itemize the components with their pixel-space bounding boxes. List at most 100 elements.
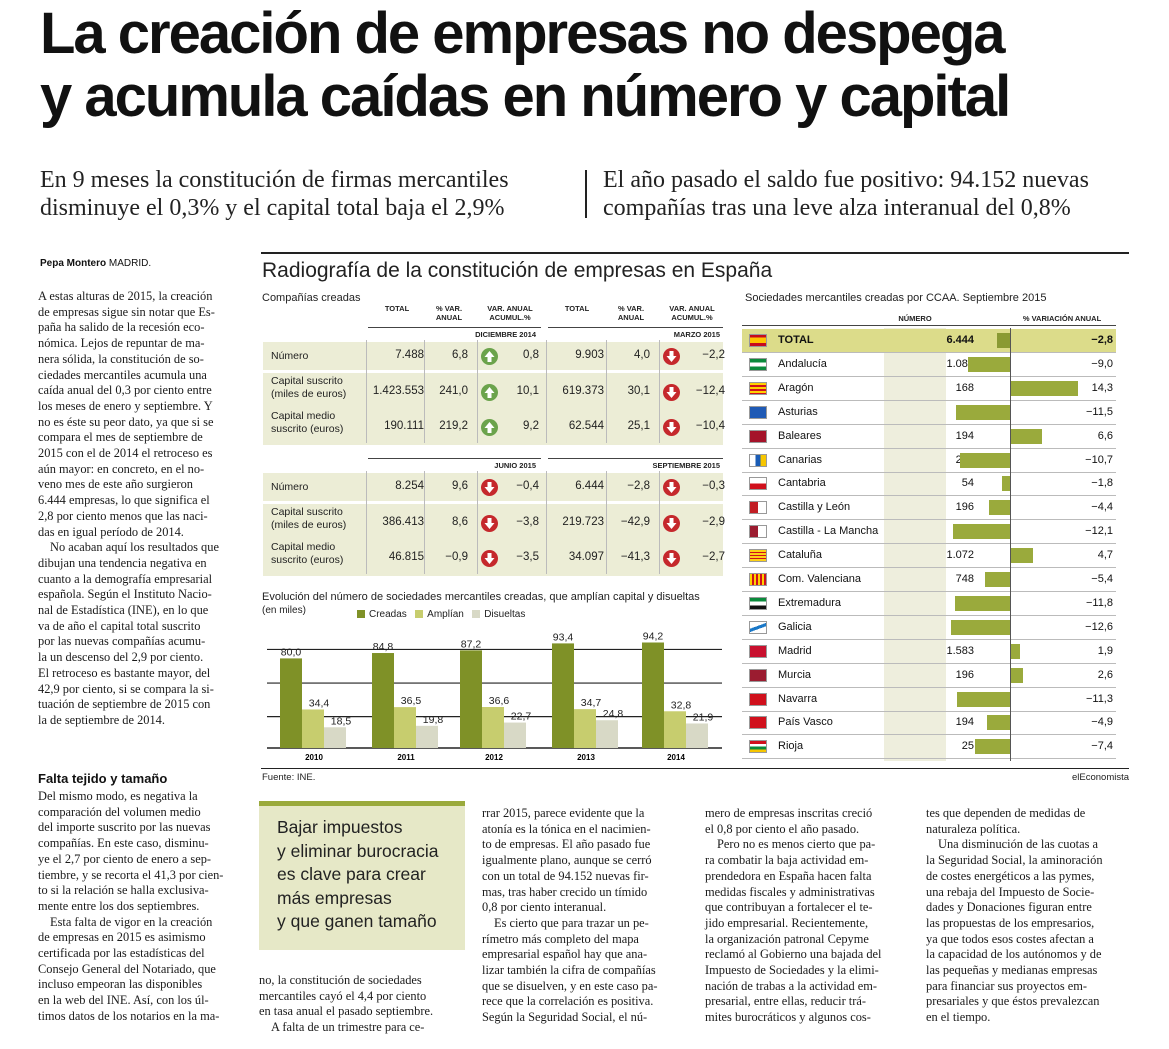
ccaa-pct: −7,4 [1091, 740, 1113, 753]
ccaa-row-separator [742, 399, 1116, 401]
ccaa-bar [967, 356, 1010, 372]
ccaa-row-separator [742, 375, 1116, 377]
row-label: Capital suscrito (miles de euros) [271, 506, 347, 531]
ccaa-number: 168 [955, 381, 974, 394]
article-line: das en igual período de 2014. [38, 524, 184, 539]
flag-icon [749, 453, 767, 467]
table-column-header: VAR. ANUAL ACUMUL.% [487, 304, 533, 322]
article-line: mas, tras haber crecido un tímido [482, 884, 648, 899]
ccaa-name: Aragón [778, 381, 814, 394]
article-line: Según la Seguridad Social, el nú- [482, 1010, 648, 1025]
ccaa-name: País Vasco [778, 716, 833, 729]
legend-label: Amplían [427, 609, 464, 620]
ccaa-bar [984, 572, 1010, 587]
table-header-rule [548, 327, 723, 328]
legend-label: Disueltas [484, 609, 526, 620]
article-line: timos datos de los notarios en la ma- [38, 1008, 220, 1023]
x-tick-label: 2013 [577, 753, 595, 762]
bar-value-label: 21,9 [693, 711, 714, 723]
article-line: cuanto a la demografía empresarial [38, 571, 213, 586]
table-vertical-rule [606, 340, 607, 443]
ccaa-bar [953, 524, 1010, 540]
ccaa-name: Andalucía [778, 357, 827, 370]
legend-swatch-creadas [357, 610, 365, 619]
article-line: rece que la correlación es positiva. [482, 994, 654, 1009]
ccaa-row-separator [742, 591, 1116, 592]
arrow-down-icon [481, 549, 498, 567]
article-line: una rebaja del Impuesto de Socie- [926, 884, 1095, 899]
article-line: los meses de enero y septiembre. Y [38, 398, 213, 413]
article-line: que se disuelven, y en este caso pa- [482, 978, 658, 993]
row-var-anual: 219,2 [439, 419, 468, 432]
ccaa-row: TOTAL 6.444 −2,8 [742, 329, 1116, 352]
ccaa-row: Cataluña 1.072 4,7 [742, 544, 1116, 567]
table-vertical-rule [606, 471, 607, 574]
ccaa-row-separator [742, 734, 1116, 736]
article-line: la Seguridad Social, la aminoración [926, 853, 1103, 868]
bar-value-label: 36,6 [489, 695, 510, 707]
evolution-chart-unit: (en miles) [262, 605, 306, 616]
row-total: 8.254 [395, 480, 424, 492]
article-line: to si la relación se halla exclusiva- [38, 883, 209, 898]
row-total: 34.097 [568, 550, 604, 563]
article-line: 0,8 por ciento interanual. [482, 900, 607, 915]
table-column-header: % VAR. ANUAL [435, 304, 463, 322]
ccaa-row-separator [742, 710, 1116, 712]
ccaa-bar [1011, 548, 1034, 564]
ccaa-bar [957, 691, 1010, 707]
row-var-acum: −0,3 [702, 480, 725, 492]
pullquote-line: y eliminar burocracia [277, 840, 439, 861]
ccaa-row: Rioja 25 −7,4 [742, 735, 1116, 758]
article-line: presarial, entre ellas, reducir trá- [705, 994, 866, 1009]
bar-value-label: 19,8 [423, 714, 444, 726]
arrow-up-icon [481, 418, 498, 436]
table-vertical-rule [546, 471, 547, 574]
ccaa-row: Castilla y León 196 −4,4 [742, 496, 1116, 519]
ccaa-name: Cantabria [778, 477, 826, 490]
ccaa-title: Sociedades mercantiles creadas por CCAA.… [745, 292, 1047, 304]
ccaa-bar [996, 333, 1010, 348]
article-line: la un descenso del 2,9 por ciento. [38, 650, 204, 665]
flag-icon [749, 620, 767, 634]
table-header-rule [368, 458, 541, 459]
ccaa-row-separator [742, 519, 1116, 521]
ccaa-bar [956, 404, 1010, 420]
arrow-up-icon [481, 348, 498, 365]
article-line: española. Según el Instituto Nacio- [38, 587, 212, 602]
article-line: incluso empeoran las disponibles [38, 977, 203, 992]
table-vertical-rule [546, 340, 547, 443]
x-tick-label: 2014 [667, 753, 685, 762]
article-line: nal de Estadística (INE), en lo que [38, 603, 209, 618]
ccaa-pct: −11,5 [1085, 405, 1113, 418]
article-line: atonía es la tónica en el nacimien- [482, 821, 651, 836]
bar-disueltas [686, 723, 708, 748]
article-line: de empresas sigue sin notar que Es- [38, 304, 215, 319]
row-var-acum: −10,4 [695, 419, 725, 432]
table-vertical-rule [366, 471, 367, 574]
row-total: 190.111 [384, 419, 424, 432]
article-line: medidas fiscales y administrativas [705, 884, 875, 899]
article-line: caída anual del 0,3 por ciento entre [38, 383, 212, 398]
table-column-header: VAR. ANUAL ACUMUL.% [669, 304, 715, 322]
article-line: no, la constitución de sociedades [259, 973, 422, 987]
bar-value-label: 94,2 [643, 630, 664, 642]
article-line: la de septiembre de 2014. [38, 712, 165, 727]
article-line: empresarial español hay que ana- [482, 947, 648, 962]
bar-amplían [664, 711, 686, 748]
companies-label: Compañías creadas [262, 292, 361, 304]
arrow-down-icon [663, 479, 680, 496]
ccaa-row: Andalucía 1.089 −9,0 [742, 353, 1116, 376]
legend-swatch-disueltas [472, 610, 481, 619]
article-line: por las nuevas compañías acumu- [38, 634, 206, 649]
article-line: El retroceso es bastante mayor, del [38, 665, 211, 680]
article-line: igualmente plano, aunque se cerró [482, 853, 652, 868]
article-line: ye el 2,7 por ciento de enero a sep- [38, 851, 212, 866]
ccaa-number: 6.444 [946, 334, 974, 346]
ccaa-bar [959, 452, 1010, 468]
article-column-3: rrar 2015, parece evidente que la atonía … [482, 806, 687, 1026]
flag-icon [749, 357, 767, 371]
ccaa-row: Canarias226−10,7 [742, 449, 1116, 472]
ccaa-name: Galicia [778, 620, 812, 633]
table-period-label: DICIEMBRE 2014 [475, 330, 536, 339]
article-line: que contribuyan a fortalecer el te- [705, 900, 873, 915]
